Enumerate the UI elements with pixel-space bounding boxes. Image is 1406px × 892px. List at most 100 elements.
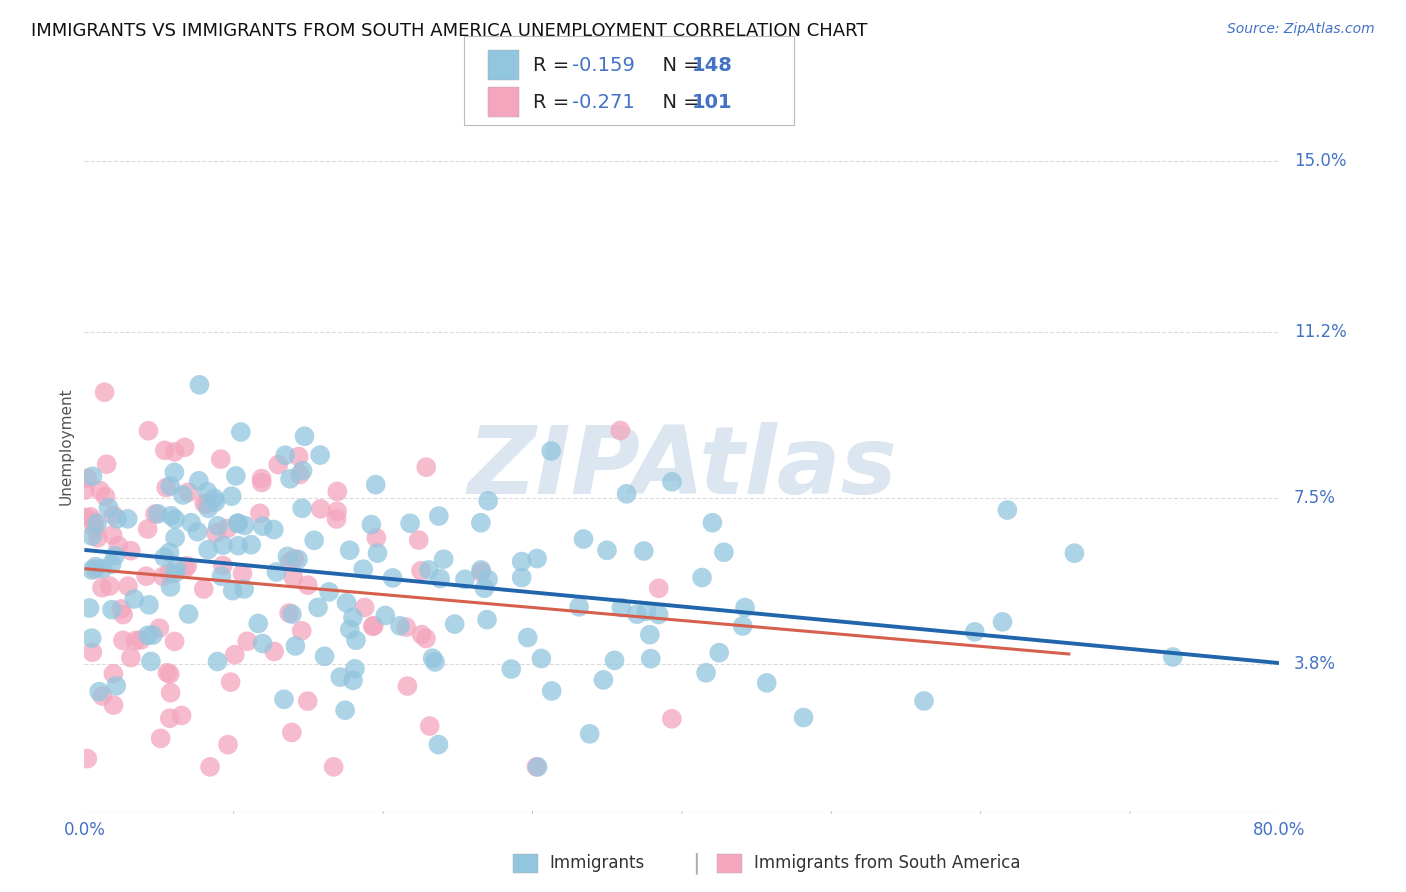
Point bbox=[342, 610, 364, 624]
Point bbox=[111, 633, 134, 648]
Point bbox=[755, 676, 778, 690]
Point bbox=[84, 562, 107, 576]
Point bbox=[361, 619, 384, 633]
Point bbox=[86, 531, 108, 545]
Point bbox=[991, 615, 1014, 629]
Point bbox=[325, 512, 347, 526]
Point bbox=[267, 458, 290, 472]
Point bbox=[204, 495, 226, 509]
Point bbox=[80, 631, 103, 645]
Point bbox=[326, 484, 349, 499]
Point bbox=[143, 507, 166, 521]
Point bbox=[389, 619, 412, 633]
Point bbox=[166, 562, 188, 576]
Point bbox=[124, 633, 146, 648]
Text: 7.5%: 7.5% bbox=[1294, 489, 1336, 507]
Point bbox=[207, 655, 229, 669]
Point bbox=[82, 645, 104, 659]
Point bbox=[477, 573, 499, 587]
Point bbox=[661, 475, 683, 489]
Text: Source: ZipAtlas.com: Source: ZipAtlas.com bbox=[1227, 22, 1375, 37]
Point bbox=[339, 622, 361, 636]
Point bbox=[702, 516, 724, 530]
Point bbox=[98, 579, 121, 593]
Point bbox=[995, 503, 1018, 517]
Point bbox=[155, 481, 177, 495]
Point bbox=[1063, 546, 1085, 560]
Point bbox=[195, 497, 218, 511]
Point bbox=[429, 572, 451, 586]
Point bbox=[636, 604, 658, 618]
Point bbox=[419, 719, 441, 733]
Point bbox=[427, 738, 450, 752]
Point bbox=[104, 549, 127, 563]
Point bbox=[204, 491, 226, 506]
Point bbox=[211, 569, 233, 583]
Point bbox=[363, 619, 385, 633]
Point bbox=[281, 725, 304, 739]
Text: N =: N = bbox=[650, 56, 706, 75]
Point bbox=[224, 648, 246, 662]
Point bbox=[103, 698, 125, 713]
Point bbox=[578, 727, 600, 741]
Point bbox=[174, 561, 197, 575]
Point bbox=[82, 469, 104, 483]
Point bbox=[366, 531, 388, 545]
Text: 11.2%: 11.2% bbox=[1294, 323, 1347, 341]
Point bbox=[163, 445, 186, 459]
Point bbox=[309, 502, 332, 516]
Point bbox=[276, 549, 298, 564]
Point bbox=[333, 703, 356, 717]
Point bbox=[107, 539, 129, 553]
Point bbox=[159, 686, 181, 700]
Text: ZIPAtlas: ZIPAtlas bbox=[467, 422, 897, 514]
Point bbox=[616, 487, 638, 501]
Point bbox=[540, 684, 562, 698]
Point bbox=[342, 673, 364, 688]
Point bbox=[100, 557, 122, 571]
Point bbox=[648, 581, 671, 595]
Point bbox=[278, 606, 301, 620]
Point bbox=[510, 555, 533, 569]
Point bbox=[159, 479, 181, 493]
Point bbox=[217, 738, 239, 752]
Point bbox=[690, 570, 713, 584]
Point bbox=[526, 760, 548, 774]
Point bbox=[418, 563, 440, 577]
Point bbox=[79, 601, 101, 615]
Point bbox=[135, 569, 157, 583]
Point bbox=[117, 579, 139, 593]
Point bbox=[291, 624, 314, 638]
Point bbox=[252, 636, 274, 650]
Point bbox=[250, 475, 273, 490]
Point bbox=[713, 545, 735, 559]
Point bbox=[122, 592, 145, 607]
Point bbox=[163, 634, 186, 648]
Point bbox=[470, 563, 492, 577]
Point bbox=[89, 483, 111, 498]
Point bbox=[540, 444, 562, 458]
Point bbox=[281, 607, 304, 621]
Point bbox=[146, 507, 169, 521]
Point bbox=[284, 639, 307, 653]
Point bbox=[291, 501, 314, 516]
Text: -0.271: -0.271 bbox=[572, 94, 636, 112]
Point bbox=[266, 565, 288, 579]
Point bbox=[433, 552, 456, 566]
Text: N =: N = bbox=[650, 94, 706, 112]
Point bbox=[129, 632, 152, 647]
Point bbox=[142, 628, 165, 642]
Point bbox=[187, 524, 209, 539]
Point bbox=[278, 555, 301, 569]
Point bbox=[344, 633, 367, 648]
Point bbox=[427, 509, 450, 524]
Point bbox=[454, 572, 477, 586]
Point bbox=[219, 675, 242, 690]
Point bbox=[91, 689, 114, 703]
Point bbox=[153, 550, 176, 565]
Point bbox=[197, 542, 219, 557]
Point bbox=[76, 471, 98, 485]
Point bbox=[112, 607, 135, 622]
Point bbox=[105, 512, 128, 526]
Point bbox=[326, 504, 349, 518]
